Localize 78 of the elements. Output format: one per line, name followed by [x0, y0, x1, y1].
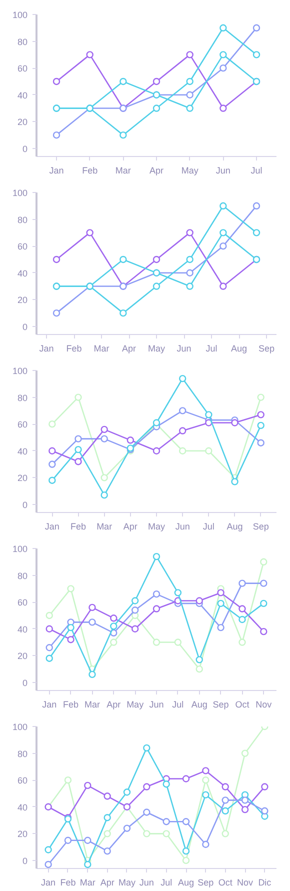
x-tick-label: Oct: [235, 700, 250, 710]
x-tick-label: Mar: [115, 166, 131, 176]
y-tick-label: 40: [17, 90, 28, 100]
y-tick-label: 80: [17, 392, 28, 403]
x-tick-label: Apr: [100, 878, 114, 888]
x-tick-label: Nov: [256, 700, 272, 710]
y-tick-label: 20: [17, 473, 28, 484]
x-tick-label: Jan: [44, 522, 60, 532]
x-tick-label: Mar: [96, 522, 112, 532]
x-tick-label: Jan: [42, 700, 57, 710]
x-tick-label: Sep: [198, 878, 214, 888]
text: Feb: [66, 344, 82, 354]
y-tick-label: 80: [17, 748, 28, 759]
x-tick-label: Mar: [80, 878, 96, 888]
y-tick-label: 100: [12, 722, 28, 732]
x-tick-label: Jul: [250, 166, 262, 176]
y-tick-label: 80: [17, 214, 28, 225]
x-tick-label: Jun: [149, 700, 164, 710]
x-tick-label: May: [126, 700, 144, 710]
x-tick-label: Nov: [237, 878, 254, 888]
y-tick-label: 0: [22, 144, 28, 154]
y-tick-label: 100: [12, 366, 28, 376]
text: Sep: [258, 344, 275, 354]
y-tick-label: 40: [17, 624, 28, 634]
y-tick-label: 100: [12, 544, 28, 554]
y-tick-label: 20: [17, 651, 28, 662]
text: Jul: [206, 344, 218, 354]
y-tick-label: 60: [17, 420, 28, 430]
x-tick-label: Mar: [84, 700, 100, 710]
x-tick-label: Feb: [60, 878, 76, 888]
x-tick-label: Feb: [82, 166, 98, 176]
y-tick-label: 40: [17, 268, 28, 278]
x-tick-label: Jun: [175, 522, 190, 532]
text: Apr: [122, 344, 136, 354]
x-tick-label: May: [181, 166, 199, 176]
x-tick-label: Feb: [63, 700, 79, 710]
x-tick-label: Jan: [41, 878, 56, 888]
y-tick-label: 60: [17, 64, 28, 74]
y-tick-label: 80: [17, 36, 28, 47]
x-tick-label: Apr: [106, 700, 121, 710]
x-tick-label: Apr: [123, 522, 138, 532]
y-tick-label: 0: [22, 322, 28, 332]
y-tick-label: 100: [12, 10, 28, 20]
x-tick-label: May: [148, 522, 166, 532]
text: Mar: [94, 344, 110, 354]
x-tick-label: Aug: [226, 522, 243, 532]
x-tick-label: Feb: [70, 522, 86, 532]
x-tick-label: Aug: [178, 878, 194, 888]
x-tick-label: May: [118, 878, 136, 888]
text: Jan: [39, 344, 54, 354]
x-tick-label: Jan: [49, 166, 64, 176]
y-tick-label: 100: [12, 188, 28, 198]
y-tick-label: 60: [17, 242, 28, 252]
y-tick-label: 20: [17, 117, 28, 128]
y-tick-label: 20: [17, 829, 28, 840]
x-tick-label: Sep: [212, 700, 229, 710]
x-tick-label: Jun: [216, 166, 230, 176]
x-tick-label: Jul: [160, 878, 172, 888]
y-tick-label: 20: [17, 295, 28, 306]
y-tick-label: 60: [17, 598, 28, 608]
y-tick-label: 40: [17, 802, 28, 812]
x-tick-label: Sep: [252, 522, 269, 532]
x-tick-label: Jun: [139, 878, 154, 888]
y-tick-label: 60: [17, 776, 28, 786]
x-tick-label: Jul: [202, 522, 214, 532]
text: Jun: [176, 344, 192, 354]
text: May: [148, 344, 166, 354]
y-tick-label: 0: [22, 500, 28, 510]
y-tick-label: 80: [17, 570, 28, 581]
y-tick-label: 40: [17, 446, 28, 456]
y-tick-label: 0: [22, 856, 28, 866]
x-tick-label: Jul: [172, 700, 184, 710]
y-tick-label: 0: [22, 678, 28, 688]
x-tick-label: Oct: [218, 878, 233, 888]
text: Aug: [230, 344, 248, 354]
x-tick-label: Aug: [191, 700, 208, 710]
x-tick-label: Apr: [149, 166, 164, 176]
x-tick-label: Dic: [258, 878, 272, 888]
